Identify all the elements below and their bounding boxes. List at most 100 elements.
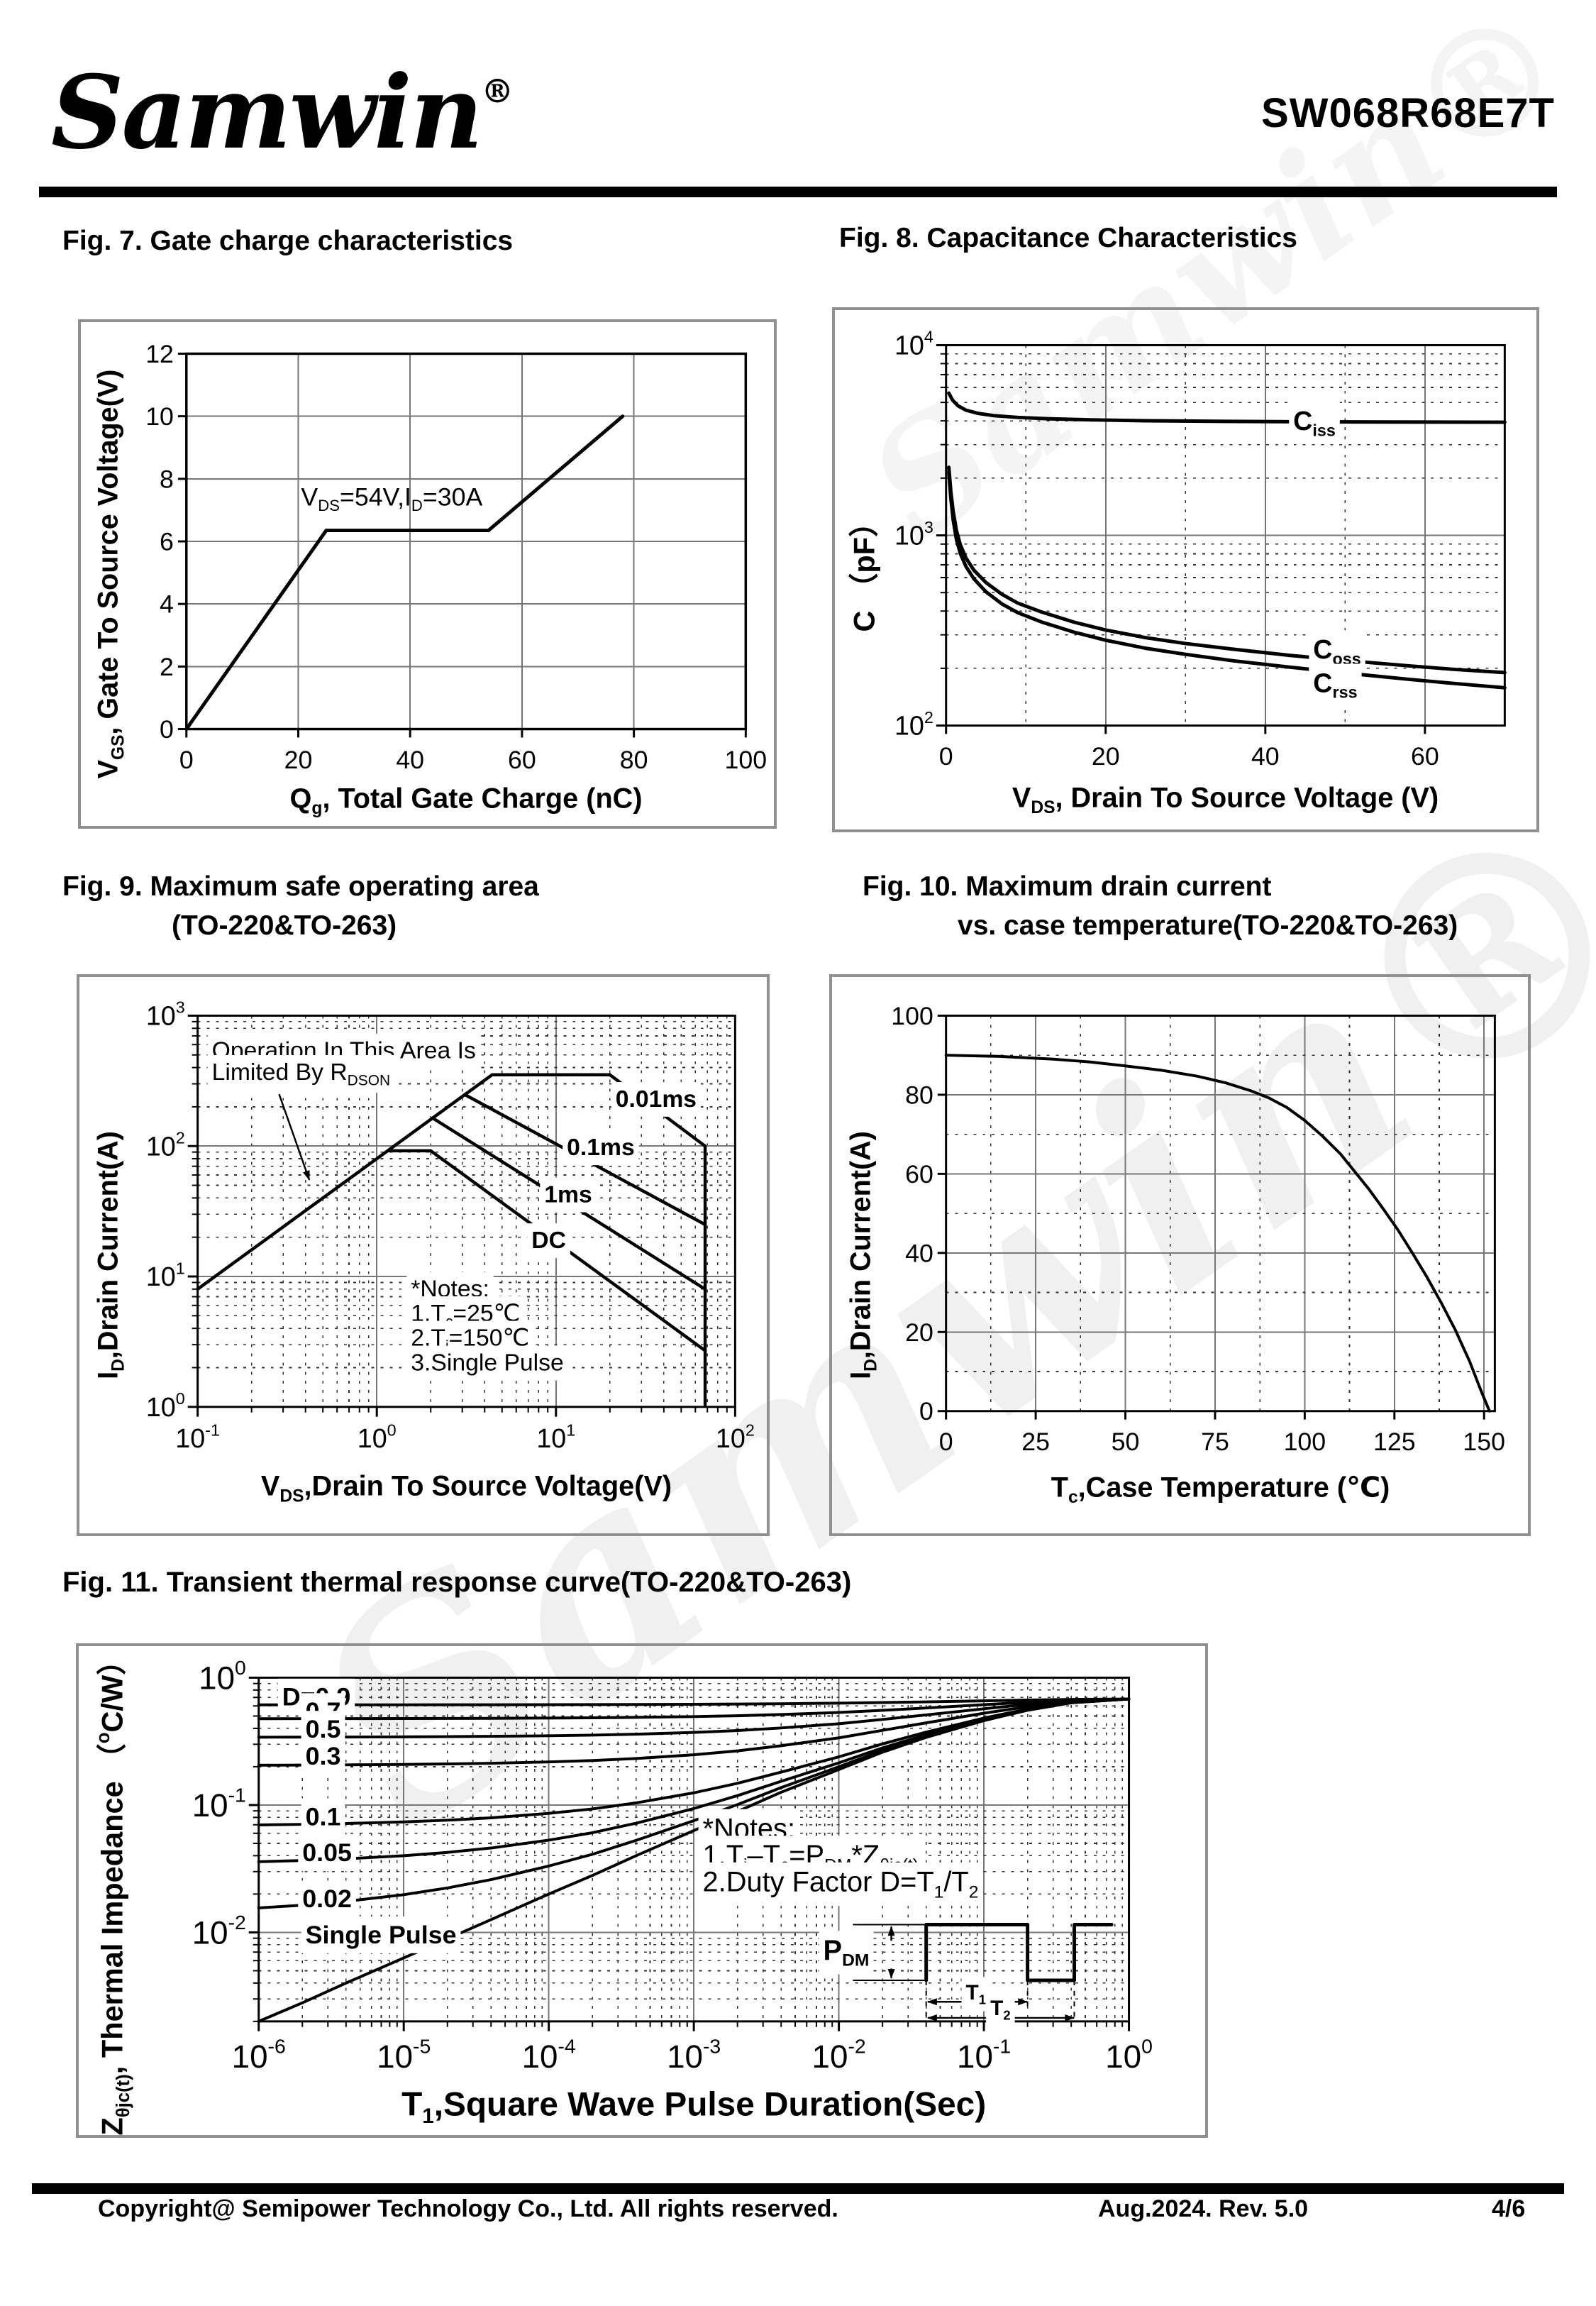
plot-frame bbox=[945, 1014, 1496, 1413]
y-tick-label: 12 bbox=[145, 340, 174, 368]
y-tick-label: 102 bbox=[894, 708, 933, 741]
chart-annotation: 3.Single Pulse bbox=[411, 1350, 563, 1377]
y-tick-label: 6 bbox=[160, 528, 174, 556]
fig8-title: Fig. 8. Capacitance Characteristics bbox=[839, 223, 1297, 253]
y-tick-label: 20 bbox=[905, 1318, 933, 1347]
plot-frame bbox=[185, 352, 748, 731]
chart-annotation: 2.Duty Factor D=T1/T2 bbox=[703, 1867, 979, 1902]
x-axis-title: Tc,Case Temperature (℃) bbox=[1051, 1472, 1390, 1508]
y-tick-label: 0 bbox=[919, 1397, 933, 1425]
y-tick-label: 60 bbox=[905, 1160, 933, 1188]
y-tick-label: 0 bbox=[160, 715, 174, 744]
brand-logo: Samwin® bbox=[51, 54, 514, 172]
coss-curve bbox=[947, 465, 1507, 675]
plot-frame bbox=[257, 1677, 1131, 2023]
x-tick-label: 10-4 bbox=[522, 2035, 576, 2075]
y-axis-title: C （pF） bbox=[847, 507, 880, 631]
plot-frame bbox=[196, 1014, 736, 1408]
single-pulse-curve bbox=[257, 1697, 1131, 2023]
x-tick-label: 20 bbox=[1092, 742, 1120, 771]
fig8-chart: 0 20 40 60 102 103 104 VDS, Drain To Source Vol… bbox=[832, 307, 1539, 832]
y-tick-label: 10 bbox=[145, 402, 174, 431]
y-tick-label: 101 bbox=[146, 1259, 185, 1291]
part-number: SW068R68E7T bbox=[1261, 90, 1555, 136]
y-tick-label: 103 bbox=[146, 998, 185, 1031]
duty-curve-0.3 bbox=[257, 1697, 1131, 1767]
chart-annotation: Single Pulse bbox=[306, 1921, 457, 1949]
x-tick-label: 80 bbox=[620, 746, 648, 774]
fig7-title: Fig. 7. Gate charge characteristics bbox=[62, 226, 514, 256]
y-tick-label: 4 bbox=[160, 590, 174, 619]
x-tick-label: 102 bbox=[716, 1420, 755, 1453]
fig10-chart: 0 25 50 75 100 125 150 0 20 40 60 80 100 Tc,Case Temp… bbox=[829, 974, 1531, 1536]
duty-curve-0.5 bbox=[257, 1697, 1131, 1739]
x-tick-label: 40 bbox=[396, 746, 424, 774]
x-axis-title: VDS,Drain To Source Voltage(V) bbox=[261, 1471, 672, 1506]
y-tick-label: 100 bbox=[146, 1389, 185, 1422]
x-tick-label: 10-3 bbox=[667, 2035, 721, 2075]
x-tick-label: 150 bbox=[1463, 1428, 1505, 1456]
id-vs-tc-curve bbox=[944, 1054, 1491, 1413]
y-tick-label: 40 bbox=[905, 1239, 933, 1267]
chart-annotation: 0.02 bbox=[302, 1885, 352, 1913]
fig7-svg: 0 20 40 60 80 100 0 2 4 6 8 10 12 Qg, Total Gate Char… bbox=[93, 340, 767, 818]
y-tick-label: 8 bbox=[160, 465, 174, 493]
x-tick-label: 100 bbox=[1105, 2035, 1153, 2075]
fig9-chart: 10-1 100 101 102 100 101 102 103 VDS,Drain To So… bbox=[77, 974, 770, 1536]
x-tick-label: 10-5 bbox=[377, 2035, 431, 2075]
registered-mark: ® bbox=[481, 72, 514, 111]
x-tick-label: 25 bbox=[1021, 1428, 1050, 1456]
x-tick-label: 100 bbox=[725, 746, 767, 774]
chart-annotation: DC bbox=[531, 1228, 566, 1254]
chart-annotation: 0.3 bbox=[306, 1742, 341, 1770]
duty-curve-0.7 bbox=[257, 1697, 1131, 1721]
chart-annotation: T1 bbox=[965, 1981, 986, 2007]
x-tick-label: 10-2 bbox=[812, 2035, 866, 2075]
plot-frame bbox=[945, 343, 1506, 727]
x-tick-label: 0 bbox=[939, 1428, 953, 1456]
y-tick-label: 100 bbox=[199, 1656, 246, 1696]
vgs-qg-curve bbox=[184, 414, 625, 732]
x-tick-label: 20 bbox=[284, 746, 313, 774]
chart-annotation: Crss bbox=[1313, 668, 1357, 701]
y-axis-title: VGS, Gate To Source Voltage(V) bbox=[93, 370, 128, 779]
fig9-title-line1: Fig. 9. Maximum safe operating area bbox=[62, 871, 539, 902]
x-tick-label: 125 bbox=[1373, 1428, 1416, 1456]
fig11-chart: 10-6 10-5 10-4 10-3 10-2 10-1 100 10-2 10-1 100 T1… bbox=[76, 1643, 1208, 2138]
chart-annotation: PDM bbox=[824, 1935, 870, 1970]
y-axis-title: ID,Drain Current(A) bbox=[846, 1131, 881, 1379]
fig10-svg: 0 25 50 75 100 125 150 0 20 40 60 80 100 Tc,Case Temp… bbox=[846, 1002, 1505, 1508]
fig7-chart: 0 20 40 60 80 100 0 2 4 6 8 10 12 Qg, Total Gate Char… bbox=[78, 319, 777, 829]
footer-divider bbox=[32, 2183, 1564, 2194]
annotation-arrow bbox=[278, 1093, 311, 1181]
x-axis-title: Qg, Total Gate Charge (nC) bbox=[290, 783, 643, 818]
footer-copyright: Copyright@ Semipower Technology Co., Ltd… bbox=[98, 2195, 838, 2222]
fig10-title-line1: Fig. 10. Maximum drain current bbox=[863, 871, 1272, 902]
y-tick-label: 103 bbox=[894, 518, 933, 551]
y-tick-label: 102 bbox=[146, 1128, 185, 1161]
duty-curve-0.9 bbox=[257, 1697, 1131, 1706]
y-tick-label: 10-1 bbox=[192, 1783, 246, 1823]
chart-annotation: 0.1 bbox=[306, 1802, 341, 1831]
y-tick-label: 10-2 bbox=[192, 1911, 246, 1951]
x-tick-label: 0 bbox=[179, 746, 194, 774]
x-tick-label: 75 bbox=[1201, 1428, 1229, 1456]
y-axis-title: ID,Drain Current(A) bbox=[93, 1131, 128, 1379]
fig10-title-line2: vs. case temperature(TO-220&TO-263) bbox=[958, 910, 1458, 941]
fig9-title-line2: (TO-220&TO-263) bbox=[172, 910, 397, 941]
chart-annotation: 1ms bbox=[544, 1182, 592, 1208]
ciss-curve bbox=[947, 391, 1507, 424]
x-axis-title: VDS, Drain To Source Voltage (V) bbox=[1012, 782, 1439, 817]
chart-annotation: 0.05 bbox=[302, 1838, 352, 1867]
chart-annotation: 0.01ms bbox=[616, 1086, 697, 1113]
footer-page-number: 4/6 bbox=[1492, 2195, 1526, 2222]
y-tick-label: 2 bbox=[160, 653, 174, 681]
x-tick-label: 60 bbox=[1411, 742, 1439, 771]
x-tick-label: 10-6 bbox=[232, 2035, 286, 2075]
y-tick-label: 80 bbox=[905, 1081, 933, 1109]
fig11-title: Fig. 11. Transient thermal response curv… bbox=[62, 1567, 852, 1598]
fig11-svg: 10-6 10-5 10-4 10-3 10-2 10-1 100 10-2 10-1 100 T1… bbox=[94, 1645, 1153, 2135]
x-tick-label: 10-1 bbox=[175, 1420, 220, 1453]
